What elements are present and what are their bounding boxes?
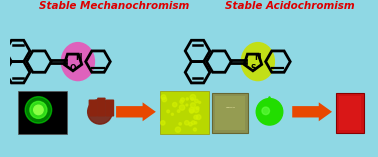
Circle shape <box>180 105 185 110</box>
Circle shape <box>162 97 167 102</box>
FancyBboxPatch shape <box>106 100 114 116</box>
Bar <box>18 91 67 134</box>
Circle shape <box>34 105 43 115</box>
Circle shape <box>167 110 169 113</box>
Ellipse shape <box>240 42 275 81</box>
Circle shape <box>88 100 112 124</box>
FancyArrow shape <box>292 102 332 121</box>
Text: N: N <box>75 53 81 62</box>
Circle shape <box>172 102 177 107</box>
Circle shape <box>198 101 201 103</box>
Circle shape <box>194 122 197 124</box>
Circle shape <box>161 95 166 99</box>
Circle shape <box>194 128 197 131</box>
Text: N: N <box>255 53 261 62</box>
Circle shape <box>191 121 195 125</box>
Circle shape <box>256 99 283 125</box>
Circle shape <box>190 109 194 113</box>
Text: Stable Acidochromism: Stable Acidochromism <box>225 1 354 11</box>
Text: S: S <box>250 64 256 73</box>
Circle shape <box>161 121 165 125</box>
Circle shape <box>171 113 174 115</box>
Circle shape <box>179 123 181 125</box>
FancyBboxPatch shape <box>97 98 106 116</box>
Circle shape <box>195 99 198 103</box>
FancyArrow shape <box>116 102 156 121</box>
Circle shape <box>196 107 199 110</box>
Text: ────: ──── <box>225 106 235 110</box>
Circle shape <box>177 110 180 112</box>
Circle shape <box>194 115 198 119</box>
Circle shape <box>186 98 188 100</box>
Circle shape <box>189 122 192 126</box>
Circle shape <box>196 115 201 119</box>
Circle shape <box>191 98 194 100</box>
Text: Stable Mechanochromism: Stable Mechanochromism <box>39 1 189 11</box>
Circle shape <box>180 100 183 103</box>
Circle shape <box>30 101 47 118</box>
Bar <box>215 96 245 130</box>
FancyBboxPatch shape <box>88 100 97 116</box>
Circle shape <box>186 104 188 106</box>
Circle shape <box>181 98 184 102</box>
Circle shape <box>175 127 181 132</box>
Circle shape <box>190 95 196 100</box>
Circle shape <box>262 107 270 115</box>
Bar <box>212 93 248 133</box>
Bar <box>160 91 209 134</box>
Circle shape <box>191 103 195 108</box>
Bar <box>339 96 361 130</box>
Text: O: O <box>70 64 76 73</box>
Circle shape <box>25 97 52 123</box>
Circle shape <box>184 121 189 125</box>
Circle shape <box>189 107 194 112</box>
Polygon shape <box>262 97 277 111</box>
Circle shape <box>194 107 199 113</box>
Ellipse shape <box>60 42 95 81</box>
Bar <box>336 93 364 133</box>
